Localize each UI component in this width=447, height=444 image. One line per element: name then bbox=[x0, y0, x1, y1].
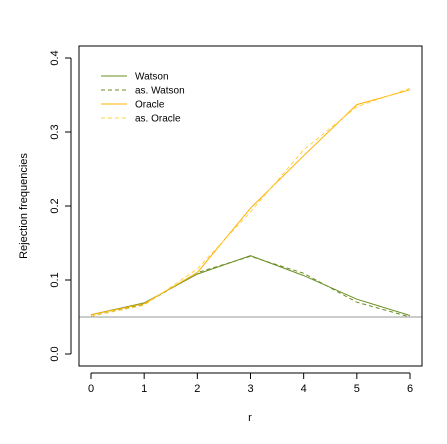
y-tick-label: 0.3 bbox=[49, 124, 61, 139]
plot-frame bbox=[78, 45, 423, 367]
legend-label: as. Oracle bbox=[135, 114, 181, 125]
x-axis-title: r bbox=[248, 412, 252, 424]
x-tick-label: 4 bbox=[301, 383, 307, 395]
legend-label: Oracle bbox=[135, 100, 165, 111]
y-tick-label: 0.1 bbox=[49, 272, 61, 287]
series-line-oracle bbox=[90, 89, 411, 316]
x-tick-label: 0 bbox=[88, 383, 94, 395]
x-tick-label: 1 bbox=[141, 383, 147, 395]
x-tick-label: 3 bbox=[247, 383, 253, 395]
series-line-as-oracle bbox=[90, 87, 411, 317]
x-tick-label: 5 bbox=[354, 383, 360, 395]
y-tick-label: 0.4 bbox=[49, 50, 61, 65]
series-line-as-watson bbox=[90, 255, 411, 318]
y-tick-label: 0.0 bbox=[49, 346, 61, 361]
legend-label: as. Watson bbox=[135, 86, 185, 97]
y-tick-label: 0.2 bbox=[49, 198, 61, 213]
x-tick-label: 6 bbox=[407, 383, 413, 395]
y-axis-title: Rejection frequencies bbox=[18, 153, 30, 259]
legend-label: Watson bbox=[135, 72, 169, 83]
x-tick-label: 2 bbox=[194, 383, 200, 395]
series-line-watson bbox=[90, 255, 411, 316]
